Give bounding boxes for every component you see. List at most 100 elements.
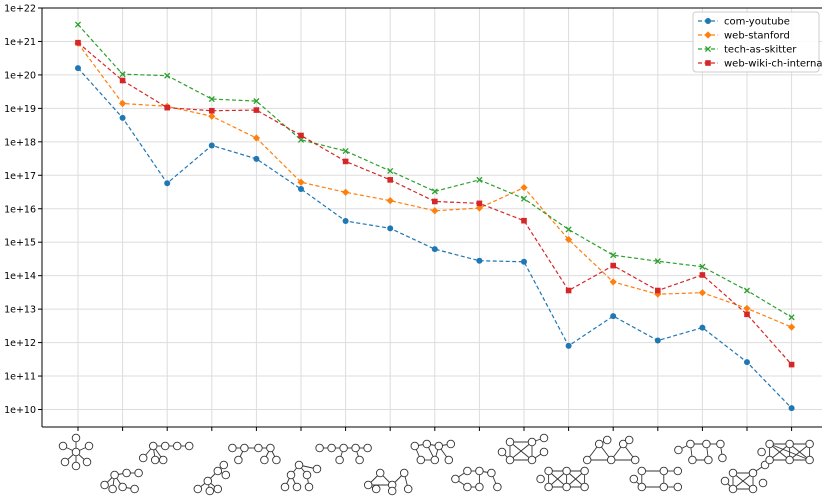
graphlet-node bbox=[487, 468, 496, 478]
y-tick-label: 1e+11 bbox=[4, 372, 36, 383]
graphlet-node bbox=[505, 437, 515, 447]
data-point bbox=[164, 180, 171, 187]
legend-label: web-stanford bbox=[724, 31, 790, 42]
y-tick-label: 1e+16 bbox=[4, 204, 36, 215]
legend-label: tech-as-skitter bbox=[724, 45, 797, 56]
graphlet-node bbox=[118, 482, 127, 492]
graphlet-node bbox=[475, 482, 484, 492]
graphlet-node bbox=[475, 466, 484, 476]
data-point bbox=[520, 183, 528, 192]
data-point bbox=[705, 18, 711, 24]
graphlet-13 bbox=[629, 466, 683, 492]
graphlet-14 bbox=[674, 439, 727, 465]
data-point bbox=[521, 258, 527, 265]
graphlet-node bbox=[463, 466, 472, 476]
graphlet-node bbox=[718, 453, 727, 463]
series-tech-as-skitter bbox=[74, 21, 795, 321]
data-point bbox=[253, 155, 260, 162]
graphlet-node bbox=[805, 455, 814, 465]
data-point bbox=[75, 39, 81, 46]
data-point bbox=[521, 217, 527, 224]
graphlet-node bbox=[765, 439, 774, 449]
graphlet-node bbox=[315, 443, 324, 453]
graphlet-node bbox=[562, 482, 571, 492]
graphlet-node bbox=[150, 455, 160, 465]
data-point bbox=[744, 311, 750, 318]
graphlet-edge bbox=[769, 443, 810, 461]
data-point bbox=[342, 148, 349, 155]
graphlet-node bbox=[618, 439, 628, 449]
graphlet-node bbox=[158, 455, 168, 465]
graphlet-16 bbox=[757, 439, 814, 465]
graphlet-node bbox=[302, 470, 312, 480]
graphlet-node bbox=[562, 466, 571, 476]
graphlet-node bbox=[363, 443, 372, 453]
data-point bbox=[119, 114, 126, 121]
y-tick-label: 1e+13 bbox=[4, 305, 36, 316]
series-com-youtube bbox=[75, 65, 795, 412]
graphlet-node bbox=[748, 484, 758, 494]
data-point bbox=[788, 361, 795, 368]
data-point bbox=[431, 207, 439, 215]
data-point bbox=[119, 99, 127, 108]
graphlet-node bbox=[335, 455, 344, 465]
graphlet-2 bbox=[138, 441, 194, 465]
graphlet-node bbox=[624, 435, 634, 445]
graphlet-node bbox=[260, 455, 269, 465]
graphlet-node bbox=[580, 482, 589, 492]
graphlet-edge bbox=[769, 443, 790, 461]
data-point bbox=[705, 60, 711, 66]
graphlet-node bbox=[422, 439, 432, 449]
series-line bbox=[77, 42, 792, 328]
series-group bbox=[74, 21, 796, 412]
graphlet-node bbox=[134, 468, 143, 478]
legend-item: com-youtube bbox=[698, 17, 790, 28]
graphlet-1 bbox=[100, 468, 143, 494]
graphlet-node bbox=[172, 441, 182, 451]
graphlet-node bbox=[266, 443, 275, 453]
data-point bbox=[476, 200, 483, 207]
data-point bbox=[342, 188, 350, 196]
graphlet-node bbox=[688, 455, 697, 465]
series-line bbox=[77, 67, 793, 409]
data-point bbox=[119, 71, 126, 78]
graphlet-node bbox=[497, 447, 507, 457]
x-tick-graphlets bbox=[58, 433, 814, 496]
graphlet-node bbox=[286, 470, 296, 480]
graphlet-edge bbox=[732, 472, 754, 490]
graphlet-node bbox=[630, 455, 640, 465]
graphlet-node bbox=[205, 486, 215, 496]
graphlet-node bbox=[355, 455, 364, 465]
data-point bbox=[431, 188, 438, 195]
graphlet-node bbox=[375, 468, 385, 478]
graphlet-node bbox=[434, 441, 444, 451]
graphlet-4 bbox=[228, 443, 281, 465]
graphlet-node bbox=[805, 439, 814, 449]
graphlet-3 bbox=[193, 460, 231, 496]
graphlet-node bbox=[544, 482, 553, 492]
graphlet-node bbox=[758, 478, 768, 488]
data-point bbox=[475, 204, 483, 212]
legend: com-youtube web-stanford tech-as-skitter we… bbox=[692, 11, 822, 73]
y-tick-label: 1e+15 bbox=[4, 238, 36, 249]
graphlet-node bbox=[221, 470, 231, 480]
graphlet-node bbox=[544, 466, 553, 476]
graphlet-node bbox=[240, 443, 249, 453]
graphlet-node bbox=[686, 439, 695, 449]
graphlet-node bbox=[84, 441, 94, 451]
data-point bbox=[432, 198, 438, 205]
graphlet-0 bbox=[58, 433, 94, 471]
y-tick-label: 1e+18 bbox=[4, 137, 36, 148]
legend-box bbox=[692, 11, 820, 73]
graphlet-node bbox=[594, 439, 604, 449]
y-tick-label: 1e+21 bbox=[4, 37, 36, 48]
graphlet-node bbox=[505, 455, 515, 465]
graphlet-node bbox=[148, 441, 158, 451]
graphlet-node bbox=[446, 439, 456, 449]
axes: 1e+10 1e+11 1e+12 1e+13 1e+14 1e+15 1e+16 1e+17… bbox=[4, 4, 822, 431]
graphlet-node bbox=[463, 482, 472, 492]
graphlet-node bbox=[100, 480, 109, 490]
graphlet-node bbox=[193, 484, 203, 494]
graphlet-7 bbox=[363, 468, 413, 496]
